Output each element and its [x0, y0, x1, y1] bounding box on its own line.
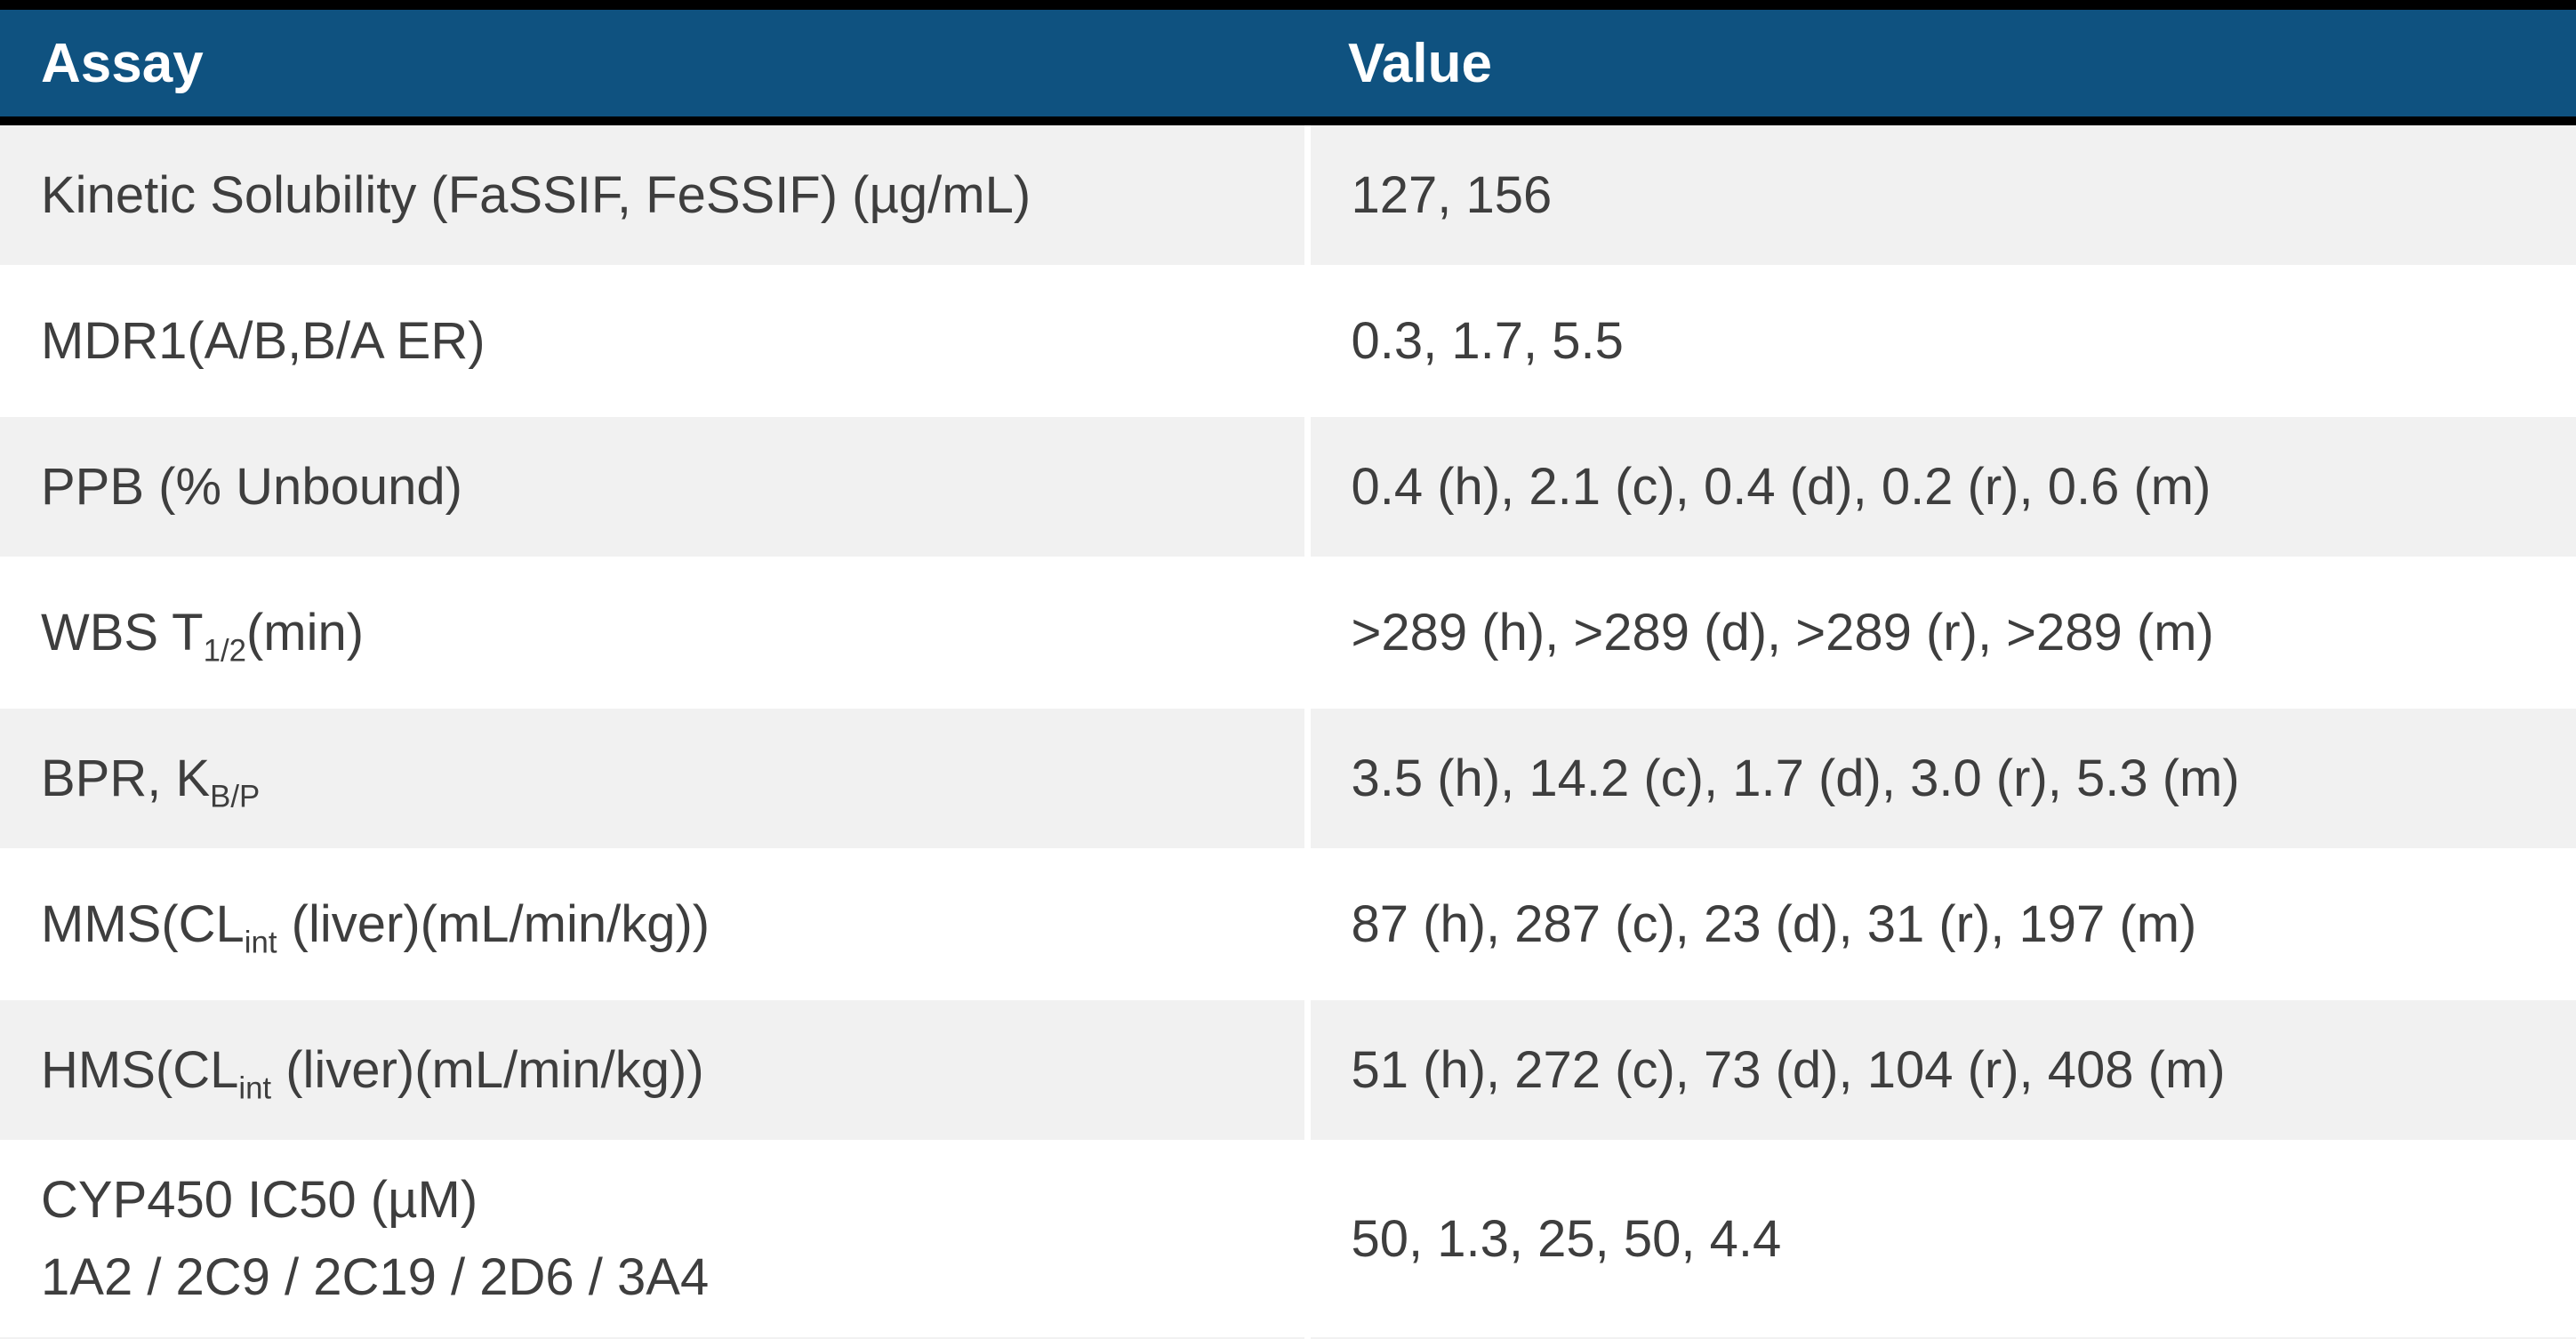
- column-header-assay: Assay: [0, 0, 1307, 125]
- assay-table-body: Kinetic Solubility (FaSSIF, FeSSIF) (µg/…: [0, 121, 2576, 1339]
- value-cell: 50, 1.3, 25, 50, 4.4: [1307, 1143, 2576, 1337]
- table-row: MMS(CLint (liver)(mL/min/kg)) 87 (h), 287…: [0, 851, 2576, 1000]
- value-cell: 0.4 (h), 2.1 (c), 0.4 (d), 0.2 (r), 0.6 …: [1307, 413, 2576, 563]
- assay-cell: WBS T1/2(min): [0, 559, 1311, 709]
- assay-cell: BPR, KB/P: [0, 705, 1311, 854]
- assay-cell: MMS(CLint (liver)(mL/min/kg)): [0, 851, 1311, 1000]
- table-row: WBS T1/2(min) >289 (h), >289 (d), >289 (r…: [0, 559, 2576, 709]
- assay-cell: HMS(CLint (liver)(mL/min/kg)): [0, 997, 1311, 1146]
- header-row: Assay Value: [0, 0, 2576, 125]
- value-cell: 127, 156: [1307, 121, 2576, 271]
- column-header-value: Value: [1307, 0, 2576, 125]
- assay-cell: Kinetic Solubility (FaSSIF, FeSSIF) (µg/…: [0, 121, 1311, 271]
- value-cell: 0.3, 1.7, 5.5: [1307, 268, 2576, 417]
- assay-cell: CYP450 IC50 (µM) 1A2 / 2C9 / 2C19 / 2D6 /…: [0, 1143, 1311, 1337]
- value-cell: 87 (h), 287 (c), 23 (d), 31 (r), 197 (m): [1307, 851, 2576, 1000]
- assay-table-header: Assay Value: [0, 0, 2576, 125]
- assay-cell: GLP Ames: [0, 1334, 1311, 1339]
- assay-cell: PPB (% Unbound): [0, 413, 1311, 563]
- value-cell: 51 (h), 272 (c), 73 (d), 104 (r), 408 (m…: [1307, 997, 2576, 1146]
- value-cell: >289 (h), >289 (d), >289 (r), >289 (m): [1307, 559, 2576, 709]
- value-cell: 3.5 (h), 14.2 (c), 1.7 (d), 3.0 (r), 5.3…: [1307, 705, 2576, 854]
- table-row: BPR, KB/P 3.5 (h), 14.2 (c), 1.7 (d), 3.0…: [0, 705, 2576, 854]
- value-cell: Negative: [1307, 1334, 2576, 1339]
- table-row: PPB (% Unbound) 0.4 (h), 2.1 (c), 0.4 (d)…: [0, 413, 2576, 563]
- table-row: HMS(CLint (liver)(mL/min/kg)) 51 (h), 272…: [0, 997, 2576, 1146]
- assay-cell: MDR1(A/B,B/A ER): [0, 268, 1311, 417]
- table-row: CYP450 IC50 (µM) 1A2 / 2C9 / 2C19 / 2D6 /…: [0, 1143, 2576, 1337]
- table-row: MDR1(A/B,B/A ER) 0.3, 1.7, 5.5: [0, 268, 2576, 417]
- table-row: Kinetic Solubility (FaSSIF, FeSSIF) (µg/…: [0, 121, 2576, 271]
- table-row: GLP AmesNegative: [0, 1334, 2576, 1339]
